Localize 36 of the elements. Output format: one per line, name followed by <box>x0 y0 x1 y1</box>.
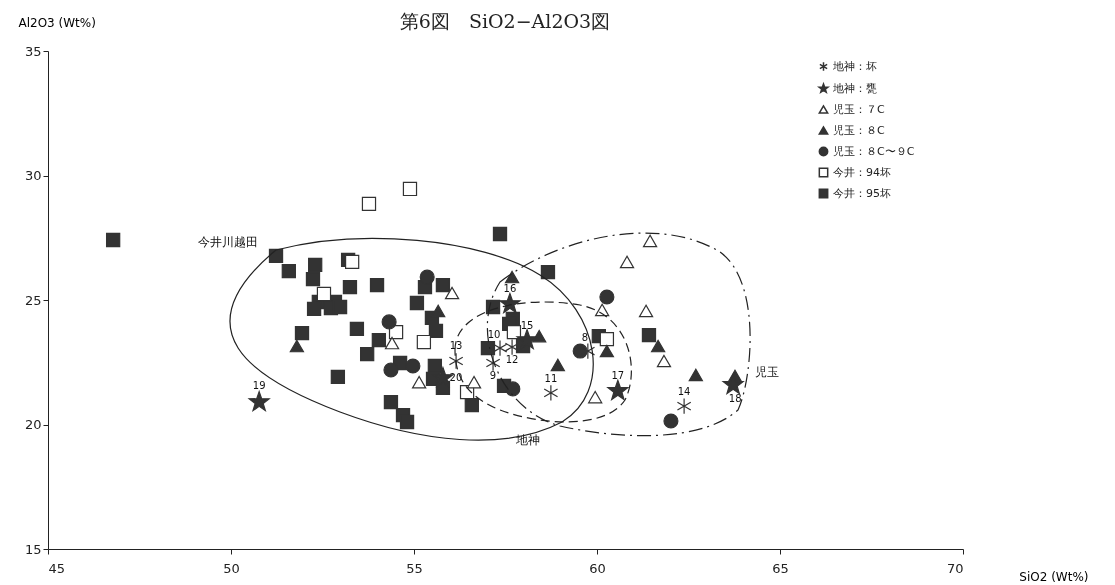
x-axis-title: SiO2 (Wt%) <box>1019 569 1089 584</box>
annotation: 10 <box>487 329 501 341</box>
legend-label: 地神：坏 <box>832 59 877 73</box>
annotation: 20 <box>449 371 463 383</box>
annotation: 9 <box>489 370 497 381</box>
annotation: 14 <box>677 386 691 398</box>
annotation: 8 <box>581 332 589 344</box>
legend-label: 今井：94坏 <box>833 165 891 179</box>
y-tick-label: 15 <box>24 541 42 557</box>
annotation: 19 <box>252 380 266 392</box>
x-tick-label: 65 <box>772 560 789 576</box>
annotation: 18 <box>728 392 742 404</box>
annotation: 12 <box>505 354 519 366</box>
legend-label: 児玉：８C <box>833 123 885 137</box>
y-tick-label: 30 <box>24 168 42 183</box>
legend-label: 児玉：８C〜９C <box>833 144 915 158</box>
annotation: 15 <box>520 320 534 332</box>
x-tick-label: 45 <box>48 560 66 576</box>
y-tick-label: 20 <box>24 417 42 432</box>
y-tick-label: 25 <box>24 292 42 308</box>
legend-label: 児玉：７C <box>833 102 885 116</box>
annotation: 児玉 <box>755 365 779 379</box>
annotation: 地神 <box>515 433 540 447</box>
legend-label: 地神：甕 <box>832 81 877 95</box>
chart-title: 第6図 SiO2−Al2O3図 <box>399 10 611 32</box>
annotation: 16 <box>503 282 517 294</box>
x-tick-label: 50 <box>223 560 240 576</box>
x-tick-label: 55 <box>406 560 423 576</box>
annotation: 11 <box>544 372 558 384</box>
annotation: 17 <box>611 369 625 381</box>
y-tick-label: 35 <box>24 43 42 59</box>
y-axis-title: Al2O3 (Wt%) <box>18 15 96 30</box>
x-tick-label: 60 <box>589 560 606 576</box>
legend-label: 今井：95坏 <box>833 186 891 200</box>
x-tick-label: 70 <box>946 560 964 576</box>
annotation: 今井川越田 <box>198 235 258 249</box>
